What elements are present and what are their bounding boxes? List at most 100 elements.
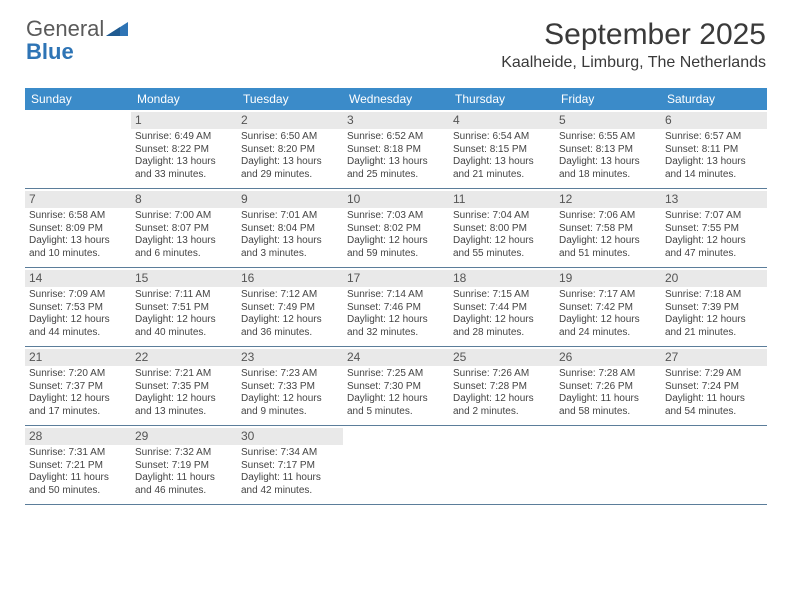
daylight-line: and 50 minutes. [29, 485, 127, 498]
day-number: 29 [131, 428, 237, 445]
daylight-line: and 10 minutes. [29, 248, 127, 261]
day-header-wednesday: Wednesday [343, 88, 449, 110]
day-number: 20 [661, 270, 767, 287]
sunset-line: Sunset: 7:19 PM [135, 460, 233, 473]
sunrise-line: Sunrise: 6:54 AM [453, 131, 551, 144]
daylight-line: and 2 minutes. [453, 406, 551, 419]
day-number: 8 [131, 191, 237, 208]
sunrise-line: Sunrise: 7:04 AM [453, 210, 551, 223]
day-cell: 25Sunrise: 7:26 AMSunset: 7:28 PMDayligh… [449, 347, 555, 425]
daylight-line: Daylight: 12 hours [347, 314, 445, 327]
sunrise-line: Sunrise: 7:20 AM [29, 368, 127, 381]
daylight-line: and 5 minutes. [347, 406, 445, 419]
daylight-line: Daylight: 12 hours [135, 314, 233, 327]
day-number: 25 [449, 349, 555, 366]
day-header-friday: Friday [555, 88, 661, 110]
day-header-monday: Monday [131, 88, 237, 110]
daylight-line: and 21 minutes. [665, 327, 763, 340]
sunrise-line: Sunrise: 7:03 AM [347, 210, 445, 223]
sunset-line: Sunset: 8:18 PM [347, 144, 445, 157]
sunset-line: Sunset: 7:30 PM [347, 381, 445, 394]
daylight-line: Daylight: 12 hours [29, 393, 127, 406]
daylight-line: and 42 minutes. [241, 485, 339, 498]
daylight-line: Daylight: 12 hours [665, 314, 763, 327]
day-header-thursday: Thursday [449, 88, 555, 110]
daylight-line: Daylight: 13 hours [559, 156, 657, 169]
sunrise-line: Sunrise: 7:12 AM [241, 289, 339, 302]
day-number: 23 [237, 349, 343, 366]
day-cell: . [449, 426, 555, 504]
daylight-line: Daylight: 12 hours [453, 314, 551, 327]
week-row: 28Sunrise: 7:31 AMSunset: 7:21 PMDayligh… [25, 426, 767, 505]
daylight-line: Daylight: 13 hours [135, 235, 233, 248]
daylight-line: Daylight: 12 hours [347, 235, 445, 248]
day-number: 30 [237, 428, 343, 445]
daylight-line: Daylight: 12 hours [135, 393, 233, 406]
sunset-line: Sunset: 7:51 PM [135, 302, 233, 315]
daylight-line: Daylight: 12 hours [241, 393, 339, 406]
logo: General Blue [26, 18, 128, 64]
daylight-line: Daylight: 11 hours [559, 393, 657, 406]
daylight-line: and 55 minutes. [453, 248, 551, 261]
day-number: 6 [661, 112, 767, 129]
sunrise-line: Sunrise: 7:26 AM [453, 368, 551, 381]
day-cell: 1Sunrise: 6:49 AMSunset: 8:22 PMDaylight… [131, 110, 237, 188]
day-number: 5 [555, 112, 661, 129]
day-cell: 27Sunrise: 7:29 AMSunset: 7:24 PMDayligh… [661, 347, 767, 425]
weeks-container: . 1Sunrise: 6:49 AMSunset: 8:22 PMDayligh… [25, 110, 767, 505]
day-cell: 11Sunrise: 7:04 AMSunset: 8:00 PMDayligh… [449, 189, 555, 267]
day-number: 10 [343, 191, 449, 208]
sunrise-line: Sunrise: 7:25 AM [347, 368, 445, 381]
day-cell: 28Sunrise: 7:31 AMSunset: 7:21 PMDayligh… [25, 426, 131, 504]
day-cell: . [343, 426, 449, 504]
sunset-line: Sunset: 7:44 PM [453, 302, 551, 315]
sunset-line: Sunset: 7:53 PM [29, 302, 127, 315]
sunset-line: Sunset: 8:13 PM [559, 144, 657, 157]
day-number: 28 [25, 428, 131, 445]
day-number: 4 [449, 112, 555, 129]
day-number: 15 [131, 270, 237, 287]
day-cell: 15Sunrise: 7:11 AMSunset: 7:51 PMDayligh… [131, 268, 237, 346]
daylight-line: Daylight: 13 hours [135, 156, 233, 169]
day-cell: 23Sunrise: 7:23 AMSunset: 7:33 PMDayligh… [237, 347, 343, 425]
week-row: 21Sunrise: 7:20 AMSunset: 7:37 PMDayligh… [25, 347, 767, 426]
day-cell: . [661, 426, 767, 504]
sunrise-line: Sunrise: 7:32 AM [135, 447, 233, 460]
day-number: 7 [25, 191, 131, 208]
daylight-line: and 17 minutes. [29, 406, 127, 419]
sunset-line: Sunset: 7:42 PM [559, 302, 657, 315]
daylight-line: Daylight: 12 hours [453, 235, 551, 248]
daylight-line: and 6 minutes. [135, 248, 233, 261]
sunset-line: Sunset: 7:49 PM [241, 302, 339, 315]
daylight-line: Daylight: 11 hours [665, 393, 763, 406]
day-number: 1 [131, 112, 237, 129]
daylight-line: and 36 minutes. [241, 327, 339, 340]
day-cell: 10 Sunrise: 7:03 AMSunset: 8:02 PMDayligh… [343, 189, 449, 267]
daylight-line: Daylight: 13 hours [347, 156, 445, 169]
daylight-line: and 47 minutes. [665, 248, 763, 261]
sunrise-line: Sunrise: 7:01 AM [241, 210, 339, 223]
daylight-line: and 40 minutes. [135, 327, 233, 340]
day-number: 13 [661, 191, 767, 208]
sunrise-line: Sunrise: 7:09 AM [29, 289, 127, 302]
day-cell: 5Sunrise: 6:55 AMSunset: 8:13 PMDaylight… [555, 110, 661, 188]
logo-triangle-icon [106, 22, 128, 41]
daylight-line: Daylight: 11 hours [135, 472, 233, 485]
day-number: 27 [661, 349, 767, 366]
sunset-line: Sunset: 8:02 PM [347, 223, 445, 236]
day-cell: 30Sunrise: 7:34 AMSunset: 7:17 PMDayligh… [237, 426, 343, 504]
sunrise-line: Sunrise: 7:29 AM [665, 368, 763, 381]
sunset-line: Sunset: 7:21 PM [29, 460, 127, 473]
day-cell: 19Sunrise: 7:17 AMSunset: 7:42 PMDayligh… [555, 268, 661, 346]
day-cell: 22Sunrise: 7:21 AMSunset: 7:35 PMDayligh… [131, 347, 237, 425]
sunset-line: Sunset: 7:39 PM [665, 302, 763, 315]
day-cell: 24Sunrise: 7:25 AMSunset: 7:30 PMDayligh… [343, 347, 449, 425]
day-cell: 21Sunrise: 7:20 AMSunset: 7:37 PMDayligh… [25, 347, 131, 425]
daylight-line: Daylight: 12 hours [347, 393, 445, 406]
day-number: 14 [25, 270, 131, 287]
sunset-line: Sunset: 8:11 PM [665, 144, 763, 157]
sunrise-line: Sunrise: 7:18 AM [665, 289, 763, 302]
sunset-line: Sunset: 7:37 PM [29, 381, 127, 394]
day-cell: 7Sunrise: 6:58 AMSunset: 8:09 PMDaylight… [25, 189, 131, 267]
daylight-line: and 21 minutes. [453, 169, 551, 182]
